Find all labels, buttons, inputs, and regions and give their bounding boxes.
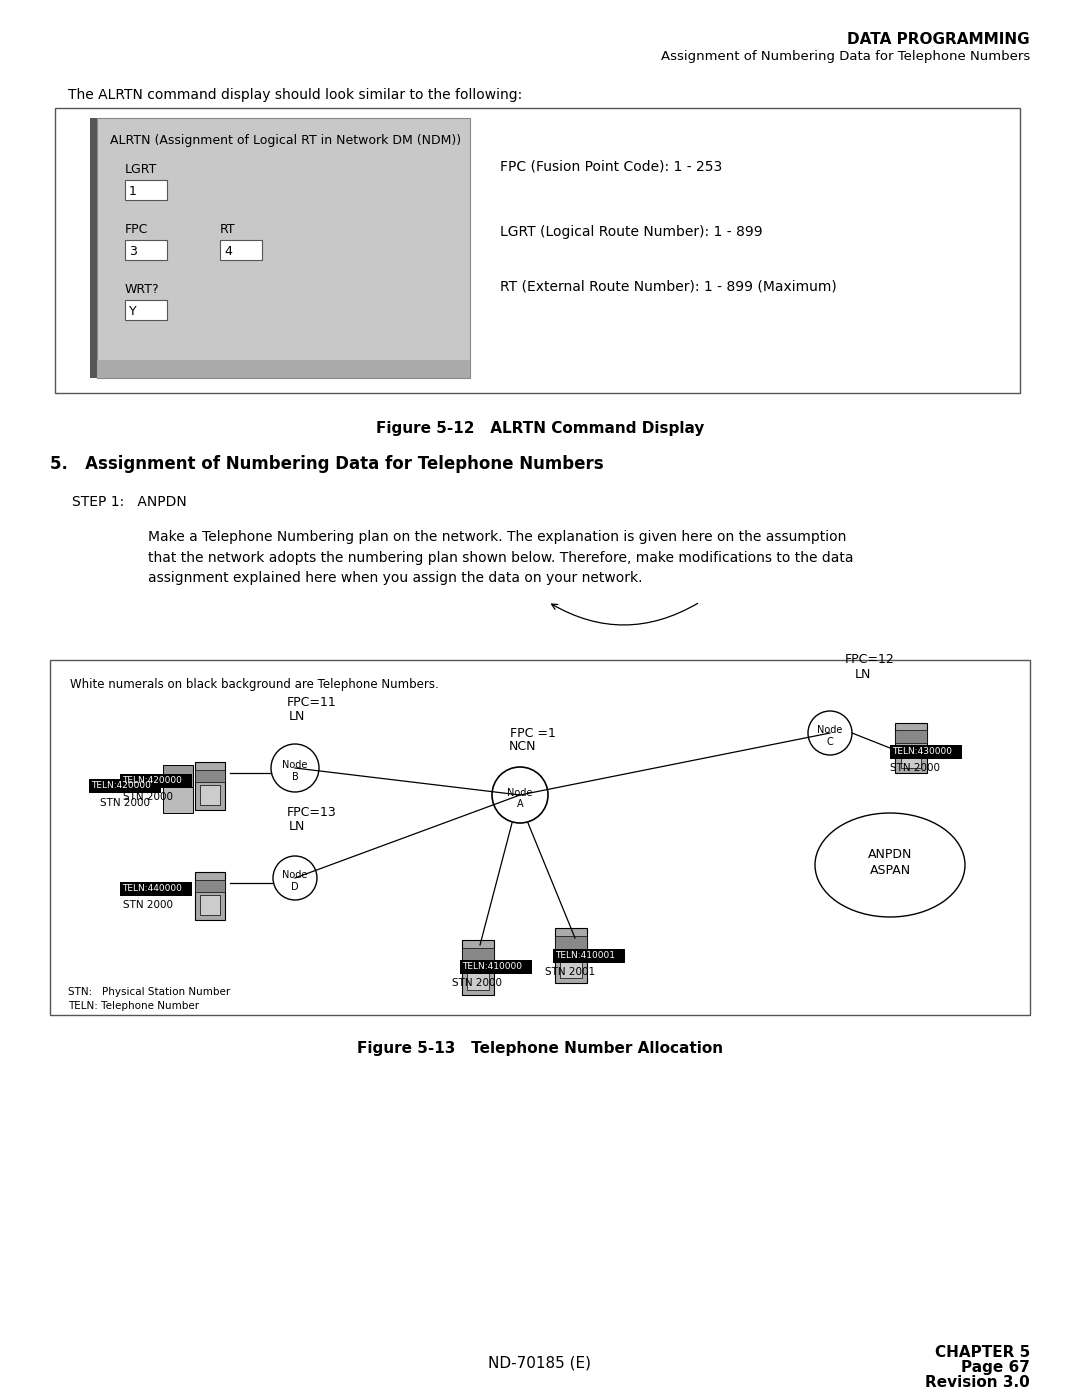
- Bar: [89, 780, 161, 793]
- Text: Node: Node: [282, 870, 308, 880]
- Text: Assignment of Numbering Data for Telephone Numbers: Assignment of Numbering Data for Telepho…: [661, 50, 1030, 63]
- Text: TELN:410000: TELN:410000: [462, 963, 522, 971]
- Text: 1: 1: [129, 184, 137, 198]
- Text: RT: RT: [220, 224, 235, 236]
- Text: Y: Y: [129, 305, 137, 319]
- Text: FPC =1: FPC =1: [510, 726, 556, 740]
- Text: LGRT (Logical Route Number): 1 - 899: LGRT (Logical Route Number): 1 - 899: [500, 225, 762, 239]
- Text: Make a Telephone Numbering plan on the network. The explanation is given here on: Make a Telephone Numbering plan on the n…: [148, 529, 853, 585]
- Text: LN: LN: [855, 668, 872, 680]
- Bar: [555, 936, 588, 950]
- Text: TELN: Telephone Number: TELN: Telephone Number: [68, 1002, 199, 1011]
- Bar: [467, 965, 489, 990]
- Text: Page 67: Page 67: [961, 1361, 1030, 1375]
- Bar: [462, 940, 494, 995]
- Text: White numerals on black background are Telephone Numbers.: White numerals on black background are T…: [70, 678, 438, 692]
- Text: Node: Node: [818, 725, 842, 735]
- Bar: [50, 659, 1030, 1016]
- Bar: [120, 882, 192, 895]
- Bar: [195, 880, 225, 893]
- Bar: [97, 117, 470, 379]
- Bar: [90, 117, 97, 379]
- Text: LN: LN: [288, 820, 306, 833]
- Bar: [125, 180, 167, 200]
- Bar: [125, 300, 167, 320]
- Text: The ALRTN command display should look similar to the following:: The ALRTN command display should look si…: [68, 88, 523, 102]
- Bar: [55, 108, 1020, 393]
- Bar: [195, 761, 225, 810]
- Text: FPC=12: FPC=12: [845, 652, 894, 666]
- Bar: [97, 360, 470, 379]
- Text: ALRTN (Assignment of Logical RT in Network DM (NDM)): ALRTN (Assignment of Logical RT in Netwo…: [110, 134, 461, 147]
- Text: TELN:420000: TELN:420000: [122, 775, 181, 785]
- Text: STN 2000: STN 2000: [123, 900, 173, 909]
- Text: STN 2000: STN 2000: [123, 792, 173, 802]
- Bar: [200, 785, 220, 805]
- Text: ND-70185 (E): ND-70185 (E): [488, 1355, 592, 1370]
- Bar: [195, 770, 225, 782]
- Text: STN 2000: STN 2000: [100, 799, 150, 809]
- Bar: [200, 895, 220, 915]
- Text: STN 2001: STN 2001: [545, 967, 595, 977]
- Text: TELN:440000: TELN:440000: [122, 884, 181, 893]
- Text: 5.   Assignment of Numbering Data for Telephone Numbers: 5. Assignment of Numbering Data for Tele…: [50, 455, 604, 474]
- Text: STN:   Physical Station Number: STN: Physical Station Number: [68, 988, 230, 997]
- Text: 4: 4: [224, 244, 232, 258]
- Text: Figure 5-13   Telephone Number Allocation: Figure 5-13 Telephone Number Allocation: [356, 1041, 724, 1056]
- Text: STEP 1:   ANPDN: STEP 1: ANPDN: [72, 495, 187, 509]
- Text: DATA PROGRAMMING: DATA PROGRAMMING: [848, 32, 1030, 47]
- Text: LN: LN: [288, 710, 306, 724]
- Text: FPC (Fusion Point Code): 1 - 253: FPC (Fusion Point Code): 1 - 253: [500, 161, 723, 175]
- Bar: [895, 731, 927, 743]
- Text: D: D: [292, 882, 299, 893]
- Text: RT (External Route Number): 1 - 899 (Maximum): RT (External Route Number): 1 - 899 (Max…: [500, 279, 837, 293]
- Bar: [163, 766, 193, 787]
- Text: B: B: [292, 773, 298, 782]
- Text: Node: Node: [508, 788, 532, 798]
- Text: FPC=11: FPC=11: [287, 696, 337, 710]
- Bar: [220, 240, 262, 260]
- Text: ANPDN: ANPDN: [868, 848, 913, 862]
- Text: Node: Node: [282, 760, 308, 770]
- Bar: [460, 960, 532, 974]
- Bar: [561, 954, 582, 978]
- Text: A: A: [516, 799, 524, 809]
- Bar: [462, 949, 494, 963]
- Text: ASPAN: ASPAN: [869, 863, 910, 876]
- Text: NCN: NCN: [509, 740, 536, 753]
- Bar: [163, 787, 193, 813]
- Text: WRT?: WRT?: [125, 284, 160, 296]
- Text: CHAPTER 5: CHAPTER 5: [935, 1345, 1030, 1361]
- Text: FPC: FPC: [125, 224, 148, 236]
- Bar: [895, 724, 927, 773]
- Text: TELN:410001: TELN:410001: [555, 951, 615, 960]
- Text: C: C: [826, 738, 834, 747]
- Bar: [555, 928, 588, 983]
- Text: LGRT: LGRT: [125, 163, 158, 176]
- Text: 3: 3: [129, 244, 137, 258]
- Text: FPC=13: FPC=13: [287, 806, 337, 819]
- Text: TELN:430000: TELN:430000: [892, 747, 951, 756]
- Bar: [553, 949, 625, 963]
- Text: Figure 5-12   ALRTN Command Display: Figure 5-12 ALRTN Command Display: [376, 420, 704, 436]
- Bar: [890, 745, 962, 759]
- Bar: [125, 240, 167, 260]
- Bar: [195, 872, 225, 921]
- Text: TELN:420000: TELN:420000: [91, 781, 151, 791]
- Bar: [901, 746, 921, 768]
- Bar: [120, 774, 192, 788]
- Text: STN 2000: STN 2000: [890, 763, 940, 773]
- Text: Revision 3.0: Revision 3.0: [926, 1375, 1030, 1390]
- Text: STN 2000: STN 2000: [453, 978, 502, 988]
